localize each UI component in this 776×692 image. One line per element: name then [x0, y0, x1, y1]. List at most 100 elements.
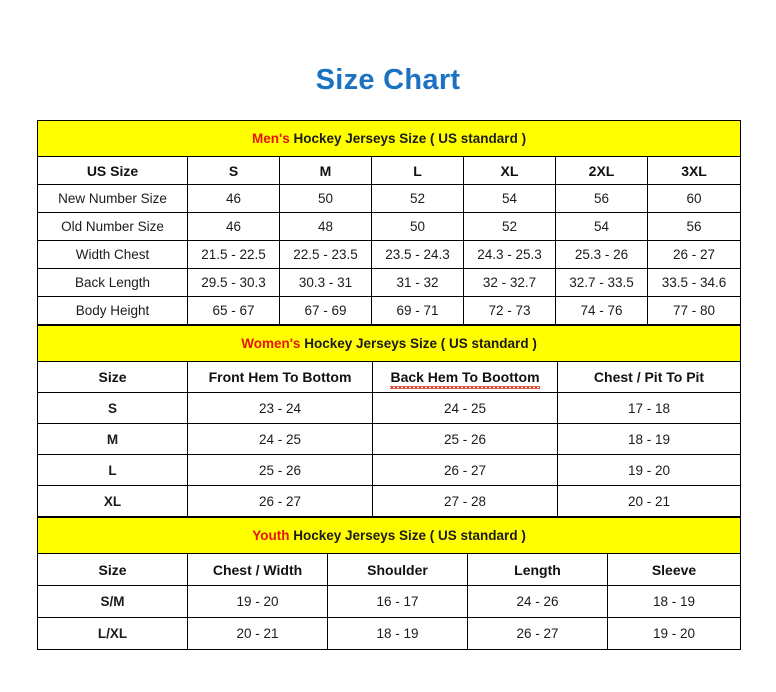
youth-cell: 18 - 19	[606, 585, 742, 618]
mens-banner-rest: Hockey Jerseys Size ( US standard )	[289, 131, 527, 146]
mens-cell: 54	[555, 212, 648, 241]
youth-row-label: S/M	[37, 585, 188, 618]
womens-row-label: XL	[37, 485, 188, 517]
mens-banner-accent: Men's	[251, 131, 290, 146]
womens-row-label: S	[37, 392, 188, 424]
mens-cell: 24.3 - 25.3	[463, 240, 556, 269]
mens-cell: 69 - 71	[371, 296, 464, 325]
youth-banner-rest: Hockey Jerseys Size ( US standard )	[289, 528, 526, 543]
womens-cell: 19 - 20	[556, 454, 742, 486]
youth-banner-row: Youth Hockey Jerseys Size ( US standard …	[36, 517, 742, 554]
womens-col-0: Size	[37, 361, 188, 393]
mens-cell: 32.7 - 33.5	[555, 268, 648, 297]
womens-cell: 25 - 26	[187, 454, 373, 486]
mens-cell: 74 - 76	[555, 296, 648, 325]
misspelled-column-label: Back Hem To Boottom	[390, 369, 540, 389]
mens-size-table: Men's Hockey Jerseys Size ( US standard …	[36, 120, 742, 325]
page-title: Size Chart	[315, 64, 461, 96]
mens-cell: 30.3 - 31	[279, 268, 372, 297]
mens-row-label: Width Chest	[37, 240, 188, 269]
mens-row-label: Back Length	[37, 268, 188, 297]
table-row: L 25 - 26 26 - 27 19 - 20	[37, 454, 742, 486]
mens-cell: 29.5 - 30.3	[187, 268, 280, 297]
womens-banner-row: Women's Hockey Jerseys Size ( US standar…	[36, 325, 742, 362]
youth-row-label: L/XL	[37, 617, 188, 650]
mens-row-label: New Number Size	[37, 184, 188, 213]
youth-col-0: Size	[37, 553, 188, 586]
youth-cell: 16 - 17	[327, 585, 468, 618]
youth-col-1: Chest / Width	[187, 553, 328, 586]
mens-cell: 56	[555, 184, 648, 213]
youth-size-table: Youth Hockey Jerseys Size ( US standard …	[36, 517, 742, 650]
womens-banner-rest: Hockey Jerseys Size ( US standard )	[300, 336, 537, 351]
mens-col-1: S	[187, 156, 280, 185]
womens-size-table: Women's Hockey Jerseys Size ( US standar…	[36, 325, 742, 517]
mens-cell: 56	[646, 212, 742, 241]
table-row: Back Length 29.5 - 30.3 30.3 - 31 31 - 3…	[37, 268, 742, 297]
mens-col-2: M	[279, 156, 372, 185]
youth-banner-accent: Youth	[252, 528, 290, 543]
youth-cell: 20 - 21	[187, 617, 328, 650]
mens-cell: 21.5 - 22.5	[187, 240, 280, 269]
mens-cell: 25.3 - 26	[555, 240, 648, 269]
youth-cell: 19 - 20	[606, 617, 742, 650]
mens-cell: 72 - 73	[463, 296, 556, 325]
mens-cell: 48	[279, 212, 372, 241]
table-row: S/M 19 - 20 16 - 17 24 - 26 18 - 19	[37, 585, 742, 618]
mens-row-label: Body Height	[37, 296, 188, 325]
womens-cell: 24 - 25	[187, 423, 373, 455]
mens-row-label: Old Number Size	[37, 212, 188, 241]
mens-col-5: 2XL	[555, 156, 648, 185]
mens-cell: 50	[371, 212, 464, 241]
mens-cell: 31 - 32	[371, 268, 464, 297]
youth-section-banner: Youth Hockey Jerseys Size ( US standard …	[36, 517, 742, 554]
mens-cell: 52	[463, 212, 556, 241]
size-tables: Men's Hockey Jerseys Size ( US standard …	[36, 120, 742, 650]
womens-cell: 17 - 18	[556, 392, 742, 424]
youth-cell: 24 - 26	[467, 585, 608, 618]
mens-cell: 22.5 - 23.5	[279, 240, 372, 269]
womens-col-1: Front Hem To Bottom	[187, 361, 373, 393]
youth-cell: 18 - 19	[327, 617, 468, 650]
table-row: Body Height 65 - 67 67 - 69 69 - 71 72 -…	[37, 296, 742, 325]
mens-cell: 52	[371, 184, 464, 213]
womens-cell: 26 - 27	[187, 485, 373, 517]
mens-cell: 26 - 27	[646, 240, 742, 269]
womens-cell: 26 - 27	[372, 454, 558, 486]
table-row: Old Number Size 46 48 50 52 54 56	[37, 212, 742, 241]
youth-col-4: Sleeve	[606, 553, 742, 586]
youth-col-3: Length	[467, 553, 608, 586]
mens-cell: 77 - 80	[646, 296, 742, 325]
table-row: XL 26 - 27 27 - 28 20 - 21	[37, 485, 742, 517]
table-row: New Number Size 46 50 52 54 56 60	[37, 184, 742, 213]
womens-row-label: L	[37, 454, 188, 486]
mens-cell: 67 - 69	[279, 296, 372, 325]
mens-cell: 32 - 32.7	[463, 268, 556, 297]
table-row: Width Chest 21.5 - 22.5 22.5 - 23.5 23.5…	[37, 240, 742, 269]
mens-cell: 54	[463, 184, 556, 213]
mens-col-4: XL	[463, 156, 556, 185]
mens-cell: 33.5 - 34.6	[646, 268, 742, 297]
youth-cell: 19 - 20	[187, 585, 328, 618]
womens-cell: 25 - 26	[372, 423, 558, 455]
mens-cell: 46	[187, 184, 280, 213]
womens-cell: 24 - 25	[372, 392, 558, 424]
womens-col-2: Back Hem To Boottom	[372, 361, 558, 393]
table-row: S 23 - 24 24 - 25 17 - 18	[37, 392, 742, 424]
mens-banner-row: Men's Hockey Jerseys Size ( US standard …	[36, 120, 742, 157]
mens-cell: 65 - 67	[187, 296, 280, 325]
mens-cell: 46	[187, 212, 280, 241]
mens-col-3: L	[371, 156, 464, 185]
mens-header-row: US Size S M L XL 2XL 3XL	[37, 156, 742, 185]
mens-cell: 60	[646, 184, 742, 213]
youth-header-row: Size Chest / Width Shoulder Length Sleev…	[37, 553, 742, 586]
table-row: M 24 - 25 25 - 26 18 - 19	[37, 423, 742, 455]
mens-col-6: 3XL	[646, 156, 742, 185]
womens-cell: 20 - 21	[556, 485, 742, 517]
mens-section-banner: Men's Hockey Jerseys Size ( US standard …	[36, 120, 742, 157]
womens-col-3: Chest / Pit To Pit	[556, 361, 742, 393]
mens-col-0: US Size	[37, 156, 188, 185]
womens-cell: 23 - 24	[187, 392, 373, 424]
womens-cell: 18 - 19	[556, 423, 742, 455]
